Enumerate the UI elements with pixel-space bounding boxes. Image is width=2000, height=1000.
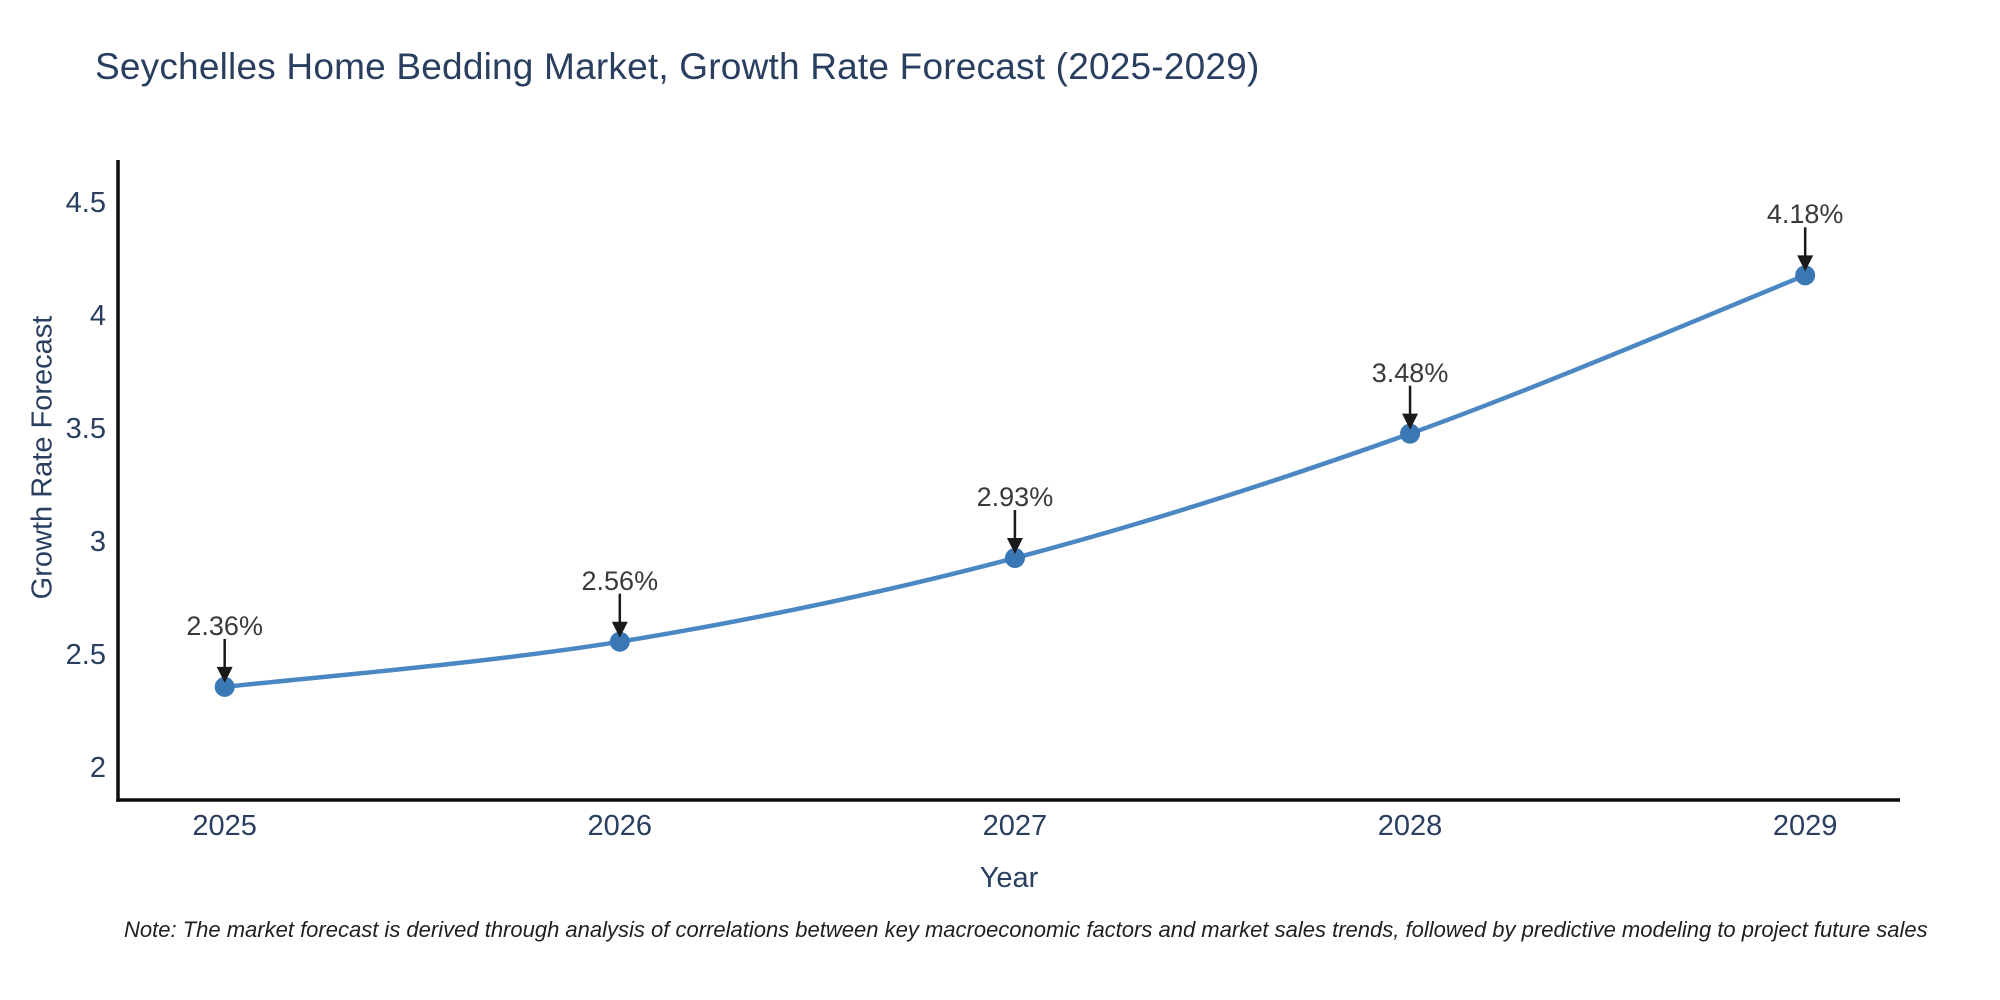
data-point-value-label: 2.36% [186, 610, 263, 641]
x-tick-label: 2027 [982, 810, 1048, 842]
annotation-arrow-head [1006, 538, 1023, 555]
y-tick-label: 3 [89, 526, 106, 559]
x-axis-title: Year [979, 862, 1039, 894]
x-tick-label: 2029 [1772, 810, 1838, 842]
chart-title: Seychelles Home Bedding Market, Growth R… [95, 46, 1260, 87]
y-tick-label: 2 [89, 752, 106, 785]
y-tick-label: 4 [89, 300, 106, 333]
x-tick-label: 2025 [192, 810, 257, 842]
data-point-marker [1795, 265, 1816, 286]
y-tick-label: 4.5 [65, 186, 106, 219]
annotation-arrow-head [216, 666, 233, 683]
x-tick-label: 2026 [587, 810, 653, 842]
annotation-arrow-head [1797, 255, 1814, 272]
y-axis-title: Growth Rate Forecast [26, 315, 59, 600]
data-point-marker [1400, 423, 1421, 444]
annotation-arrow-head [611, 621, 628, 638]
data-point-value-label: 4.18% [1766, 199, 1844, 230]
x-tick-label: 2028 [1377, 810, 1443, 842]
annotation-arrow-head [1402, 413, 1419, 430]
data-point-value-label: 2.56% [581, 565, 659, 596]
data-point-marker [1004, 548, 1025, 569]
y-tick-label: 3.5 [65, 413, 106, 446]
data-point-marker [214, 676, 235, 697]
data-point-value-label: 3.48% [1371, 357, 1449, 388]
footer-note: Note: The market forecast is derived thr… [124, 917, 1928, 942]
data-point-value-label: 2.93% [976, 482, 1054, 513]
y-tick-label: 2.5 [65, 639, 106, 672]
data-point-marker [609, 631, 630, 652]
